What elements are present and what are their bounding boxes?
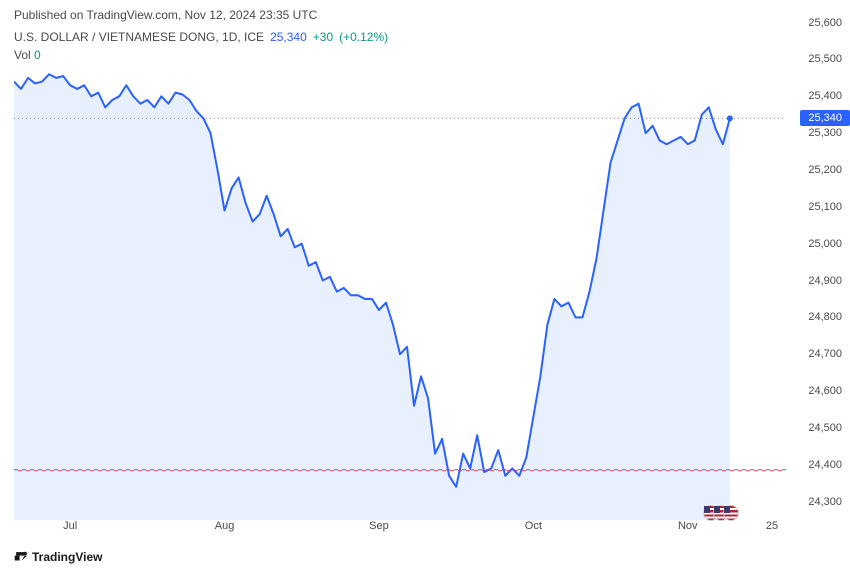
tradingview-icon: [14, 550, 28, 564]
x-axis: Jul Aug Sep Oct Nov 25: [14, 520, 786, 540]
x-tick-label: 25: [766, 520, 778, 532]
x-tick-label: Nov: [678, 520, 698, 532]
last-point-marker: [727, 115, 733, 121]
published-text: Published on TradingView.com, Nov 12, 20…: [14, 8, 317, 22]
y-tick-label: 24,800: [808, 311, 842, 323]
y-axis: 24,300 24,400 24,500 24,600 24,700 24,800 24,9…: [790, 30, 850, 520]
flag-icon: [723, 505, 739, 521]
x-tick-label: Oct: [525, 520, 542, 532]
event-flags-icon[interactable]: [709, 505, 739, 526]
y-tick-label: 24,900: [808, 275, 842, 287]
y-tick-label: 25,000: [808, 238, 842, 250]
x-tick-label: Sep: [369, 520, 389, 532]
y-tick-label: 25,200: [808, 164, 842, 176]
y-tick-label: 25,300: [808, 127, 842, 139]
y-tick-label: 24,700: [808, 348, 842, 360]
y-tick-label: 25,500: [808, 53, 842, 65]
y-tick-label: 24,400: [808, 459, 842, 471]
chart-container: Published on TradingView.com, Nov 12, 20…: [0, 0, 850, 570]
area-fill: [14, 74, 730, 520]
footer-brand-text: TradingView: [32, 550, 102, 564]
x-tick-label: Aug: [215, 520, 235, 532]
x-tick-label: Jul: [63, 520, 77, 532]
price-tag: 25,340: [800, 110, 850, 126]
y-tick-label: 24,500: [808, 422, 842, 434]
y-tick-label: 25,600: [808, 17, 842, 29]
y-tick-label: 25,100: [808, 201, 842, 213]
chart-svg: [14, 30, 786, 520]
y-tick-label: 25,400: [808, 90, 842, 102]
tradingview-logo[interactable]: TradingView: [14, 550, 102, 564]
y-tick-label: 24,300: [808, 496, 842, 508]
y-tick-label: 24,600: [808, 385, 842, 397]
chart-plot-area[interactable]: [14, 30, 786, 520]
